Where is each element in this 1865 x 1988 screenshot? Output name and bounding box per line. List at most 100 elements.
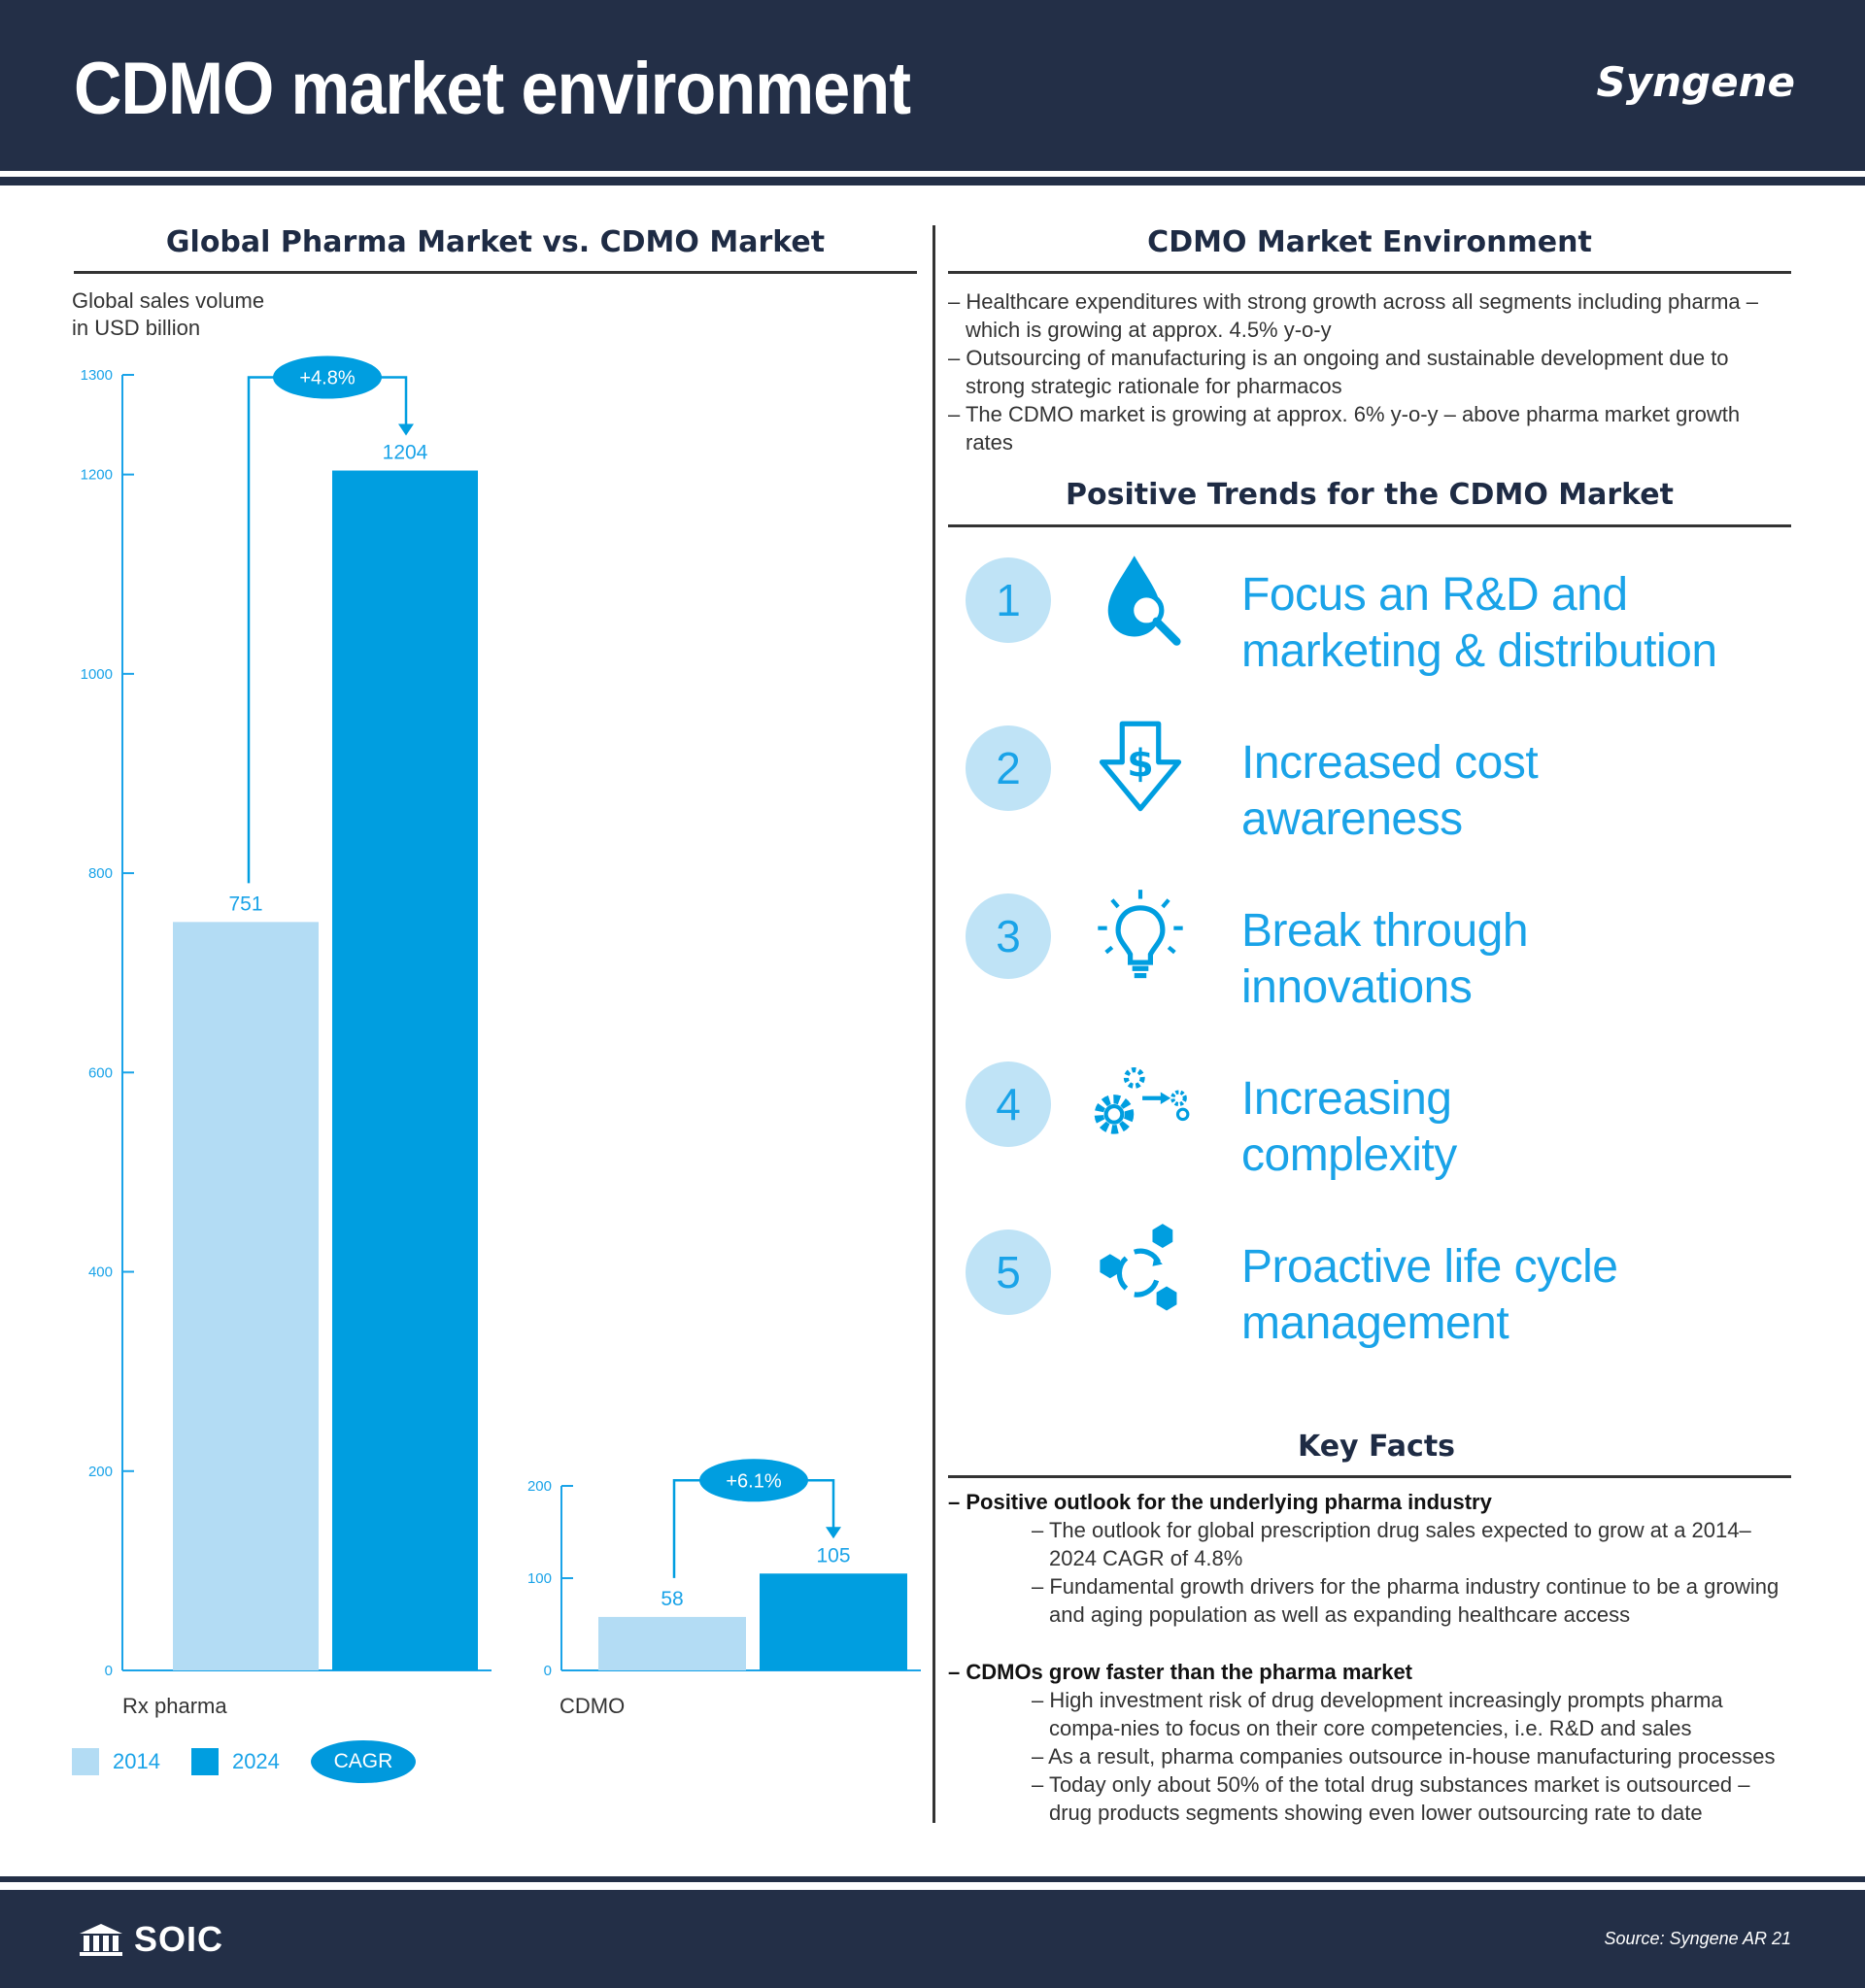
trend-text: Increasing complexity	[1241, 1071, 1457, 1184]
drop-magnifier-icon	[1107, 556, 1181, 646]
trend-text-line2: marketing & distribution	[1241, 625, 1717, 677]
rx-cagr-label: +4.8%	[299, 368, 355, 389]
cdmo-cagr-badge	[699, 1459, 808, 1502]
cdmo-data-label-2014: 58	[661, 1588, 683, 1610]
trend-text-line2: innovations	[1241, 961, 1473, 1013]
cycle-hexagons-icon	[1100, 1224, 1177, 1311]
footer-bar: SOIC Source: Syngene AR 21	[0, 1890, 1865, 1988]
fact-item: – As a result, pharma companies outsourc…	[1032, 1744, 1776, 1769]
rx-cagr-badge	[273, 355, 382, 399]
trend-number: 1	[966, 557, 1051, 643]
fact-block: – Positive outlook for the underlying ph…	[948, 1488, 1793, 1629]
cdmo-y-tick-label: 200	[527, 1478, 552, 1495]
trend-text: Break through innovations	[1241, 903, 1529, 1016]
rx-data-label-2024: 1204	[383, 442, 428, 464]
facts-list: – Positive outlook for the underlying ph…	[948, 1488, 1793, 1856]
env-item: – Outsourcing of manufacturing is an ong…	[948, 346, 1729, 398]
trend-text-line1: Break through	[1241, 905, 1529, 957]
trend-number: 3	[966, 893, 1051, 979]
trends-section-title: Positive Trends for the CDMO Market	[1066, 478, 1674, 512]
rx-y-tick-label: 0	[105, 1663, 113, 1679]
rx-y-tick-label: 600	[88, 1064, 113, 1081]
fact-item: – Fundamental growth drivers for the pha…	[1032, 1574, 1780, 1627]
chart-unit-line2: in USD billion	[72, 316, 201, 340]
trend-text: Increased cost awareness	[1241, 735, 1539, 848]
source-note: Source: Syngene AR 21	[1604, 1929, 1791, 1948]
fact-heading: – Positive outlook for the underlying ph…	[948, 1490, 1492, 1514]
rx-y-tick-label: 1200	[81, 467, 113, 484]
trends-section-rule	[948, 524, 1791, 527]
legend-label-2014: 2014	[113, 1749, 160, 1773]
chart-unit-label: Global sales volume in USD billion	[72, 287, 264, 342]
trend-item-2: 2 $ Increased cost awareness	[966, 721, 1820, 871]
page-title: CDMO market environment	[74, 48, 911, 130]
trend-text-line1: Increased cost	[1241, 737, 1539, 789]
rx-bar-2014	[173, 922, 319, 1670]
rx-y-tick-label: 400	[88, 1264, 113, 1281]
fact-heading: – CDMOs grow faster than the pharma mark…	[948, 1660, 1413, 1684]
trend-text-line1: Focus an R&D and	[1241, 569, 1628, 621]
trend-item-5: 5 Proactive life cycle management	[966, 1224, 1820, 1375]
rx-cagr-arrowhead	[398, 423, 414, 436]
chart-section-rule	[74, 271, 917, 274]
svg-text:$: $	[1127, 741, 1153, 786]
facts-section-title: Key Facts	[1297, 1430, 1456, 1464]
footer-logo: SOIC	[78, 1919, 223, 1960]
rx-y-tick-label: 800	[88, 865, 113, 882]
env-section-title: CDMO Market Environment	[1147, 225, 1592, 259]
cdmo-cagr-label: +6.1%	[726, 1470, 781, 1492]
trend-text: Proactive life cycle management	[1241, 1239, 1618, 1352]
trend-text: Focus an R&D and marketing & distributio…	[1241, 567, 1717, 680]
dollar-down-arrow-icon: $	[1099, 721, 1182, 812]
trend-item-1: 1 Focus an R&D and marketing & distribut…	[966, 556, 1820, 703]
rx-data-label-2014: 751	[228, 893, 262, 915]
env-item: – The CDMO market is growing at approx. …	[948, 402, 1741, 455]
trend-text-line1: Increasing	[1241, 1073, 1452, 1125]
cdmo-bar-2014	[598, 1616, 746, 1670]
chart-section-title: Global Pharma Market vs. CDMO Market	[165, 225, 826, 259]
gears-icon	[1094, 1067, 1190, 1134]
lightbulb-icon	[1098, 890, 1183, 979]
trend-number: 4	[966, 1061, 1051, 1147]
cdmo-cagr-arrowhead	[826, 1527, 841, 1539]
rx-y-tick-label: 1300	[81, 367, 113, 384]
facts-section-rule	[948, 1475, 1791, 1478]
cdmo-data-label-2024: 105	[816, 1544, 850, 1567]
legend-swatch-2024	[190, 1748, 219, 1775]
footer-logo-text: SOIC	[134, 1919, 224, 1959]
fact-item: – Today only about 50% of the total drug…	[1032, 1772, 1750, 1825]
footer-rule	[0, 1876, 1865, 1882]
column-divider	[932, 225, 935, 1823]
trend-item-4: 4 Increasing complexity	[966, 1061, 1820, 1207]
brand-logo: Syngene	[1596, 58, 1795, 106]
rx-y-tick-label: 1000	[81, 666, 113, 683]
trend-text-line2: awareness	[1241, 793, 1463, 845]
legend-cagr: CAGR	[310, 1740, 416, 1783]
trend-item-3: 3 Break through innovations	[966, 890, 1820, 1039]
cdmo-y-tick-label: 0	[544, 1663, 552, 1679]
trend-text-line1: Proactive life cycle	[1241, 1241, 1618, 1293]
header-rule	[0, 177, 1865, 185]
rx-category-label: Rx pharma	[122, 1694, 227, 1718]
fact-item: – High investment risk of drug developme…	[1032, 1688, 1723, 1740]
chart-legend: 2014 2024 CAGR	[72, 1740, 416, 1783]
trend-number: 2	[966, 725, 1051, 811]
env-section-rule	[948, 271, 1791, 274]
legend-label-2024: 2024	[231, 1749, 280, 1773]
cdmo-category-label: CDMO	[560, 1694, 625, 1718]
fact-block: – CDMOs grow faster than the pharma mark…	[948, 1658, 1793, 1827]
trend-text-line2: management	[1241, 1297, 1509, 1349]
legend-swatch-2014	[72, 1748, 99, 1775]
trend-text-line2: complexity	[1241, 1129, 1457, 1181]
trend-number: 5	[966, 1230, 1051, 1315]
env-item: – Healthcare expenditures with strong gr…	[948, 289, 1758, 342]
chart-unit-line1: Global sales volume	[72, 288, 265, 313]
cdmo-y-tick-label: 100	[527, 1570, 552, 1587]
cdmo-bar-2024	[760, 1573, 907, 1670]
rx-y-tick-label: 200	[88, 1464, 113, 1480]
header-bar: CDMO market environment Syngene	[0, 0, 1865, 171]
fact-item: – The outlook for global prescription dr…	[1032, 1518, 1751, 1570]
institution-icon	[80, 1924, 122, 1956]
env-list: – Healthcare expenditures with strong gr…	[948, 287, 1793, 456]
bar-chart: 02004006008001000120013007511204+4.8%Rx …	[81, 355, 921, 1718]
